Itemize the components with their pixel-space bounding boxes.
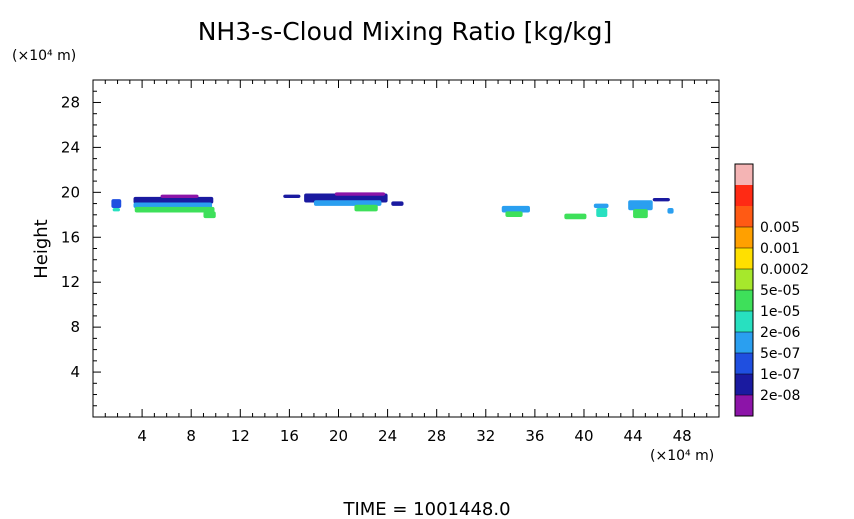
x-tick-label: 36 (525, 427, 544, 445)
colorbar-swatch (735, 248, 753, 269)
colorbar-swatch (735, 206, 753, 227)
cloud-cell-12 (391, 201, 404, 206)
colorbar-label: 5e-05 (760, 283, 800, 299)
cloud-cell-1 (112, 208, 121, 212)
y-tick-label: 4 (70, 363, 80, 381)
cloud-cell-20 (652, 197, 670, 202)
cloud-cell-10 (313, 200, 382, 206)
x-tick-label: 24 (378, 427, 397, 445)
cloud-cell-6 (203, 211, 216, 219)
footer-time: TIME = 1001448.0 (342, 499, 510, 519)
colorbar-label: 2e-08 (760, 388, 800, 404)
colorbar-swatch (735, 227, 753, 248)
x-tick-label: 48 (673, 427, 692, 445)
colorbar-swatch (735, 353, 753, 374)
colorbar-label: 2e-06 (760, 325, 800, 341)
colorbar-swatch (735, 332, 753, 353)
cloud-cell-15 (564, 213, 587, 220)
x-tick-label: 16 (280, 427, 299, 445)
cloud-cell-18 (628, 200, 653, 211)
colorbar-swatch (735, 185, 753, 206)
y-tick-label: 16 (61, 228, 80, 246)
colorbar-swatch (735, 311, 753, 332)
cloud-cell-0 (111, 199, 122, 209)
y-tick-label: 20 (61, 183, 80, 201)
colorbar-label: 0.005 (760, 220, 800, 236)
x-tick-label: 8 (186, 427, 196, 445)
colorbar-label: 0.0002 (760, 262, 809, 278)
x-axis-unit: (×10⁴ m) (650, 448, 714, 464)
colorbar-label: 0.001 (760, 241, 800, 257)
y-axis-label: Height (31, 219, 52, 279)
cloud-cell-2 (133, 196, 214, 204)
y-tick-label: 12 (61, 273, 80, 291)
cloud-cell-21 (667, 208, 674, 214)
colorbar-label: 5e-07 (760, 346, 800, 362)
cloud-cell-9 (334, 192, 386, 196)
colorbar-label: 1e-07 (760, 367, 800, 383)
x-tick-label: 44 (624, 427, 643, 445)
colorbar: 2e-08 1e-07 5e-07 2e-06 1e-05 5e-05 0.0002 0.00… (734, 163, 809, 417)
cloud-cell-4 (134, 206, 215, 213)
plot-frame (92, 79, 720, 418)
colorbar-swatch (735, 395, 753, 416)
axis-ticks (93, 80, 719, 417)
colorbar-label: 1e-05 (760, 304, 800, 320)
y-tick-label: 8 (70, 318, 80, 336)
cloud-cell-16 (593, 203, 609, 209)
x-tick-label: 40 (574, 427, 593, 445)
cloud-cell-17 (596, 208, 608, 218)
colorbar-swatch (735, 269, 753, 290)
x-tick-label: 28 (427, 427, 446, 445)
x-tick-labels: 4 8 12 16 20 24 28 32 36 40 44 48 (137, 427, 691, 445)
cloud-cell-8 (304, 193, 388, 203)
y-axis-unit: (×10⁴ m) (12, 48, 76, 64)
cloud-cell-5 (160, 194, 199, 198)
cloud-cell-14 (505, 211, 523, 218)
cloud-field (111, 192, 674, 220)
colorbar-swatch (735, 374, 753, 395)
x-tick-label: 32 (476, 427, 495, 445)
y-tick-label: 24 (61, 138, 80, 156)
y-tick-label: 28 (61, 93, 80, 111)
cloud-cell-11 (354, 204, 378, 212)
x-tick-label: 20 (329, 427, 348, 445)
y-tick-labels: 4 8 12 16 20 24 28 (61, 93, 80, 381)
cloud-cell-13 (501, 205, 530, 213)
x-tick-label: 12 (231, 427, 250, 445)
colorbar-swatch (735, 164, 753, 185)
cloud-cell-19 (633, 209, 648, 219)
x-tick-label: 4 (137, 427, 147, 445)
chart-title: NH3-s-Cloud Mixing Ratio [kg/kg] (198, 17, 613, 46)
cloud-cell-7 (283, 194, 301, 198)
colorbar-swatch (735, 290, 753, 311)
cloud-cell-3 (133, 202, 213, 209)
